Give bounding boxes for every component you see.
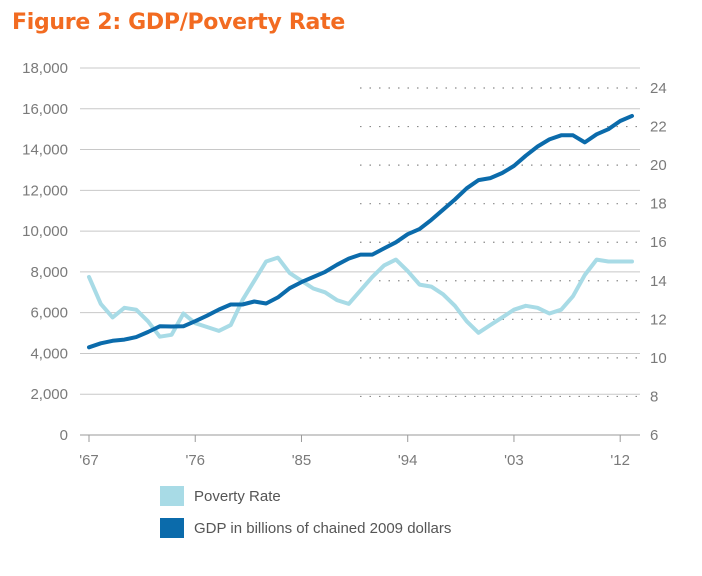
series-layer [87,113,634,350]
left-axis-tick-label: 10,000 [22,223,68,240]
legend: Poverty Rate GDP in billions of chained … [160,484,451,548]
right-axis-tick-label: 12 [650,311,667,328]
right-axis-tick-label: 18 [650,196,667,213]
x-axis-tick-label: '94 [398,452,418,469]
right-axis-tick-label: 24 [650,80,667,97]
chart-plot: 0 2,000 4,000 6,000 8,000 10,000 12,000 14,000 1… [22,60,667,469]
right-axis-tick-label: 22 [650,119,667,136]
left-axis-tick-label: 14,000 [22,142,68,159]
left-axis-tick-label: 8,000 [30,264,68,281]
right-axis-ticks: 6 8 10 12 14 16 18 20 22 24 [650,80,667,444]
left-axis-tick-label: 16,000 [22,101,68,118]
legend-item-gdp: GDP in billions of chained 2009 dollars [160,516,451,540]
legend-label-gdp: GDP in billions of chained 2009 dollars [194,519,452,537]
x-axis-ticks: '67 '76 '85 '94 '03 '12 [79,435,630,469]
right-axis-tick-label: 20 [650,157,667,174]
left-axis-tick-label: 12,000 [22,182,68,199]
left-axis-tick-label: 6,000 [30,305,68,322]
left-axis-tick-label: 2,000 [30,386,68,403]
legend-label-poverty-rate: Poverty Rate [194,487,281,505]
left-axis-grid [80,67,640,436]
x-axis-tick-label: '76 [185,452,205,469]
left-axis-tick-label: 0 [60,427,68,444]
left-axis-ticks: 0 2,000 4,000 6,000 8,000 10,000 12,000 14,000 1… [22,60,68,444]
gdp-line [87,113,634,350]
left-axis-tick-label: 4,000 [30,345,68,362]
left-axis-tick-label: 18,000 [22,60,68,77]
legend-swatch-poverty-rate [160,486,184,506]
poverty-rate-line [87,255,634,339]
right-axis-tick-label: 14 [650,273,667,290]
right-axis-tick-label: 10 [650,350,667,367]
x-axis-tick-label: '67 [79,452,99,469]
chart-title: Figure 2: GDP/Poverty Rate [12,10,345,35]
right-axis-tick-label: 6 [650,427,658,444]
right-axis-tick-label: 16 [650,234,667,251]
legend-swatch-gdp [160,518,184,538]
x-axis-tick-label: '03 [504,452,524,469]
x-axis-tick-label: '85 [292,452,312,469]
x-axis-tick-label: '12 [610,452,630,469]
right-axis-tick-label: 8 [650,388,658,405]
legend-item-poverty-rate: Poverty Rate [160,484,451,508]
